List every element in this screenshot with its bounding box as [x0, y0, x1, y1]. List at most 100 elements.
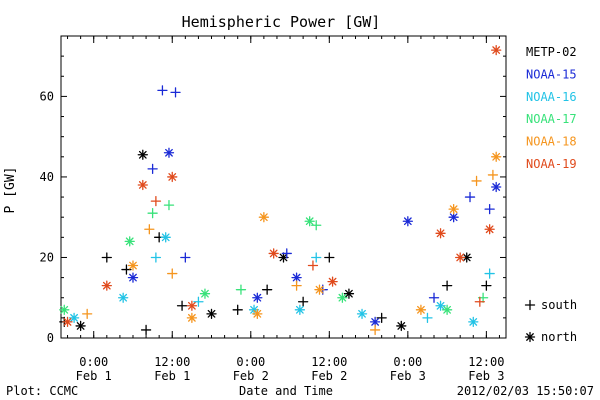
data-point	[261, 284, 273, 295]
y-tick-label: 60	[40, 89, 54, 103]
series-noaa-17	[59, 199, 489, 315]
data-point	[176, 300, 188, 311]
data-point	[428, 292, 440, 303]
data-point	[281, 248, 292, 259]
data-point	[121, 264, 132, 275]
data-point	[160, 232, 171, 243]
data-point	[435, 300, 446, 311]
data-point	[481, 280, 492, 291]
y-tick-label: 20	[40, 250, 54, 264]
x-tick-label-date: Feb 2	[233, 369, 269, 383]
data-point	[147, 208, 158, 219]
legend-entry: NOAA-18	[526, 135, 577, 149]
data-point	[186, 300, 198, 311]
data-point	[415, 304, 427, 315]
x-tick-label-date: Feb 3	[390, 369, 426, 383]
series-noaa-16	[68, 232, 495, 328]
legend: METP-02 NOAA-15 NOAA-16 NOAA-17 NOAA-18 NOAA-…	[526, 45, 577, 171]
x-tick-label-date: Feb 1	[76, 369, 112, 383]
data-point	[491, 44, 502, 56]
series-noaa-15	[127, 85, 502, 328]
data-point	[441, 280, 453, 291]
data-point	[491, 181, 502, 193]
data-point	[491, 151, 502, 162]
data-point	[448, 203, 459, 215]
marker-legend-label: south	[541, 298, 577, 312]
data-point	[82, 308, 93, 319]
data-point	[314, 284, 325, 295]
data-point	[307, 260, 319, 271]
data-point	[167, 171, 178, 183]
data-point	[294, 304, 306, 315]
data-point	[68, 312, 80, 324]
data-point	[252, 308, 263, 319]
marker-legend-symbol	[524, 331, 536, 343]
data-point	[343, 288, 355, 299]
data-point	[163, 147, 175, 158]
series-noaa-19	[62, 44, 502, 328]
data-points	[59, 44, 502, 336]
data-point	[180, 252, 191, 263]
data-point	[199, 288, 211, 299]
data-point	[170, 87, 181, 98]
plot-source: Plot: CCMC	[6, 384, 78, 398]
marker-legend-symbol	[524, 299, 536, 311]
data-point	[137, 179, 148, 191]
data-point	[484, 203, 495, 215]
data-point	[337, 292, 348, 303]
marker-legend: south north	[524, 298, 577, 344]
x-tick-label-date: Feb 3	[468, 369, 504, 383]
data-point	[311, 220, 322, 231]
data-point	[252, 292, 263, 303]
data-point	[484, 224, 495, 235]
plot-frame	[60, 35, 507, 339]
legend-entry: NOAA-16	[526, 90, 577, 104]
data-point	[150, 195, 162, 207]
data-point	[422, 312, 433, 324]
data-point	[304, 216, 315, 227]
data-point	[435, 228, 446, 239]
data-point	[297, 296, 309, 307]
data-point	[157, 85, 168, 96]
data-point	[474, 296, 485, 307]
data-point	[101, 252, 112, 263]
data-point	[59, 304, 70, 315]
data-point	[402, 216, 413, 227]
data-point	[235, 284, 247, 295]
x-tick-label-time: 12:00	[311, 355, 347, 369]
data-point	[327, 276, 338, 287]
y-axis-label: P [GW]	[3, 167, 18, 214]
series-noaa-18	[82, 151, 502, 336]
data-point	[193, 296, 204, 307]
x-tick-label-time: 0:00	[236, 355, 265, 369]
y-tick-label: 40	[40, 170, 54, 184]
series-metp-02	[59, 149, 492, 336]
x-tick-label-time: 0:00	[393, 355, 422, 369]
legend-entry: NOAA-15	[526, 67, 577, 81]
legend-entry: METP-02	[526, 45, 577, 59]
data-point	[268, 248, 279, 259]
data-point	[118, 292, 129, 303]
data-point	[140, 324, 152, 336]
chart-title: Hemispheric Power [GW]	[182, 13, 381, 31]
x-tick-label-time: 12:00	[154, 355, 190, 369]
data-point	[150, 252, 162, 263]
data-point	[127, 260, 139, 271]
data-point	[311, 252, 322, 263]
data-point	[163, 199, 175, 211]
data-point	[376, 312, 387, 324]
data-point	[369, 324, 381, 336]
y-axis: 0 20 40 60	[40, 35, 506, 345]
plot-timestamp: 2012/02/03 15:50:07	[457, 384, 594, 398]
data-point	[232, 304, 243, 315]
x-tick-label-time: 0:00	[79, 355, 108, 369]
data-point	[441, 304, 453, 315]
data-point	[396, 320, 407, 332]
data-point	[356, 308, 368, 319]
data-point	[324, 252, 335, 263]
y-tick-label: 0	[47, 331, 54, 345]
data-point	[127, 272, 139, 283]
data-point	[464, 191, 476, 203]
